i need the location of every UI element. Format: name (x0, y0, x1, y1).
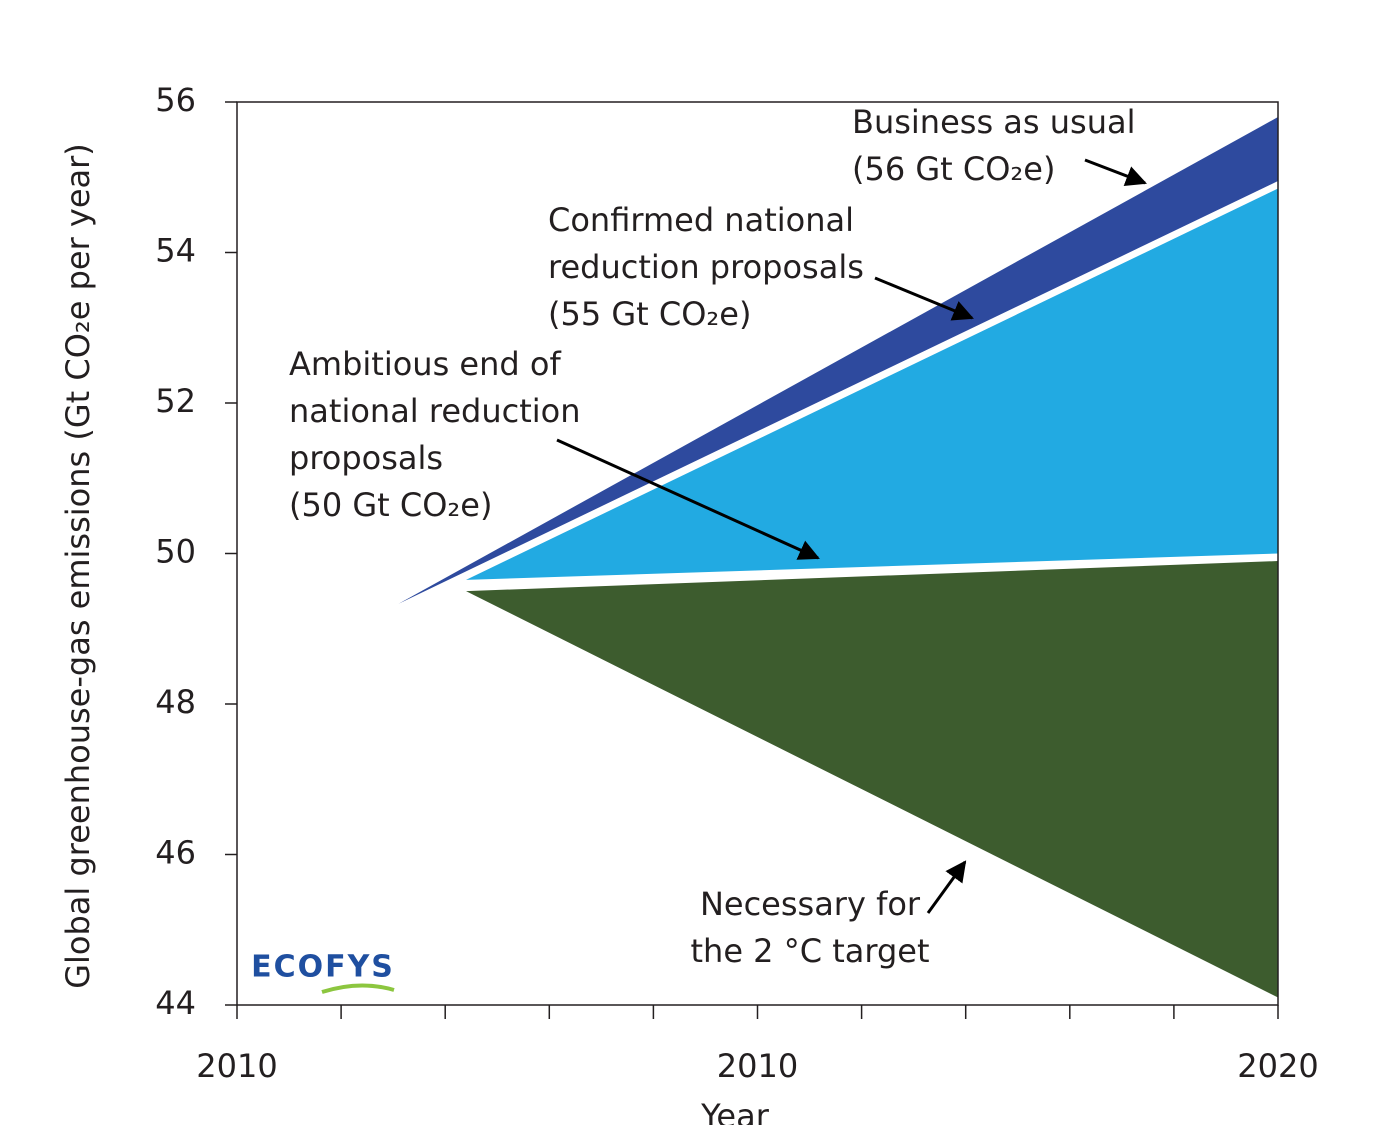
x-tick-label: 2010 (196, 1047, 277, 1085)
annotation-text: reduction proposals (548, 248, 864, 286)
x-tick-label: 2020 (1237, 1047, 1318, 1085)
annotation-text: national reduction (289, 392, 580, 430)
annotation-text: (50 Gt CO₂e) (289, 486, 492, 524)
y-tick-label: 54 (155, 232, 196, 270)
band-area (466, 188, 1278, 580)
annotation-text: (55 Gt CO₂e) (548, 295, 751, 333)
y-tick-label: 56 (155, 81, 196, 119)
y-tick-label: 48 (155, 683, 196, 721)
y-tick-label: 46 (155, 834, 196, 872)
annotation-text: proposals (289, 439, 443, 477)
y-axis-label: Global greenhouse-gas emissions (Gt CO₂e… (59, 143, 97, 989)
x-axis-label: Year (700, 1097, 770, 1125)
y-tick-label: 50 (155, 533, 196, 571)
annotation-text: Confirmed national (548, 201, 854, 239)
y-tick-label: 44 (155, 984, 196, 1022)
annotation-text: Necessary for (700, 885, 921, 923)
band-area (398, 117, 1279, 604)
band-area (466, 561, 1278, 998)
annotation-arrow (1084, 158, 1147, 187)
annotation-text: Ambitious end of (289, 345, 561, 383)
annotation-text: (56 Gt CO₂e) (852, 150, 1055, 188)
annotation-text: the 2 °C target (690, 932, 929, 970)
logo: ECOFYS (251, 950, 395, 985)
y-tick-label: 52 (155, 382, 196, 420)
annotation-arrow (926, 860, 967, 914)
annotation-text: Business as usual (852, 103, 1135, 141)
annotation-arrow (556, 438, 820, 560)
x-tick-label: 2010 (717, 1047, 798, 1085)
annotation-arrow (874, 276, 974, 321)
logo-swoosh (321, 983, 395, 994)
